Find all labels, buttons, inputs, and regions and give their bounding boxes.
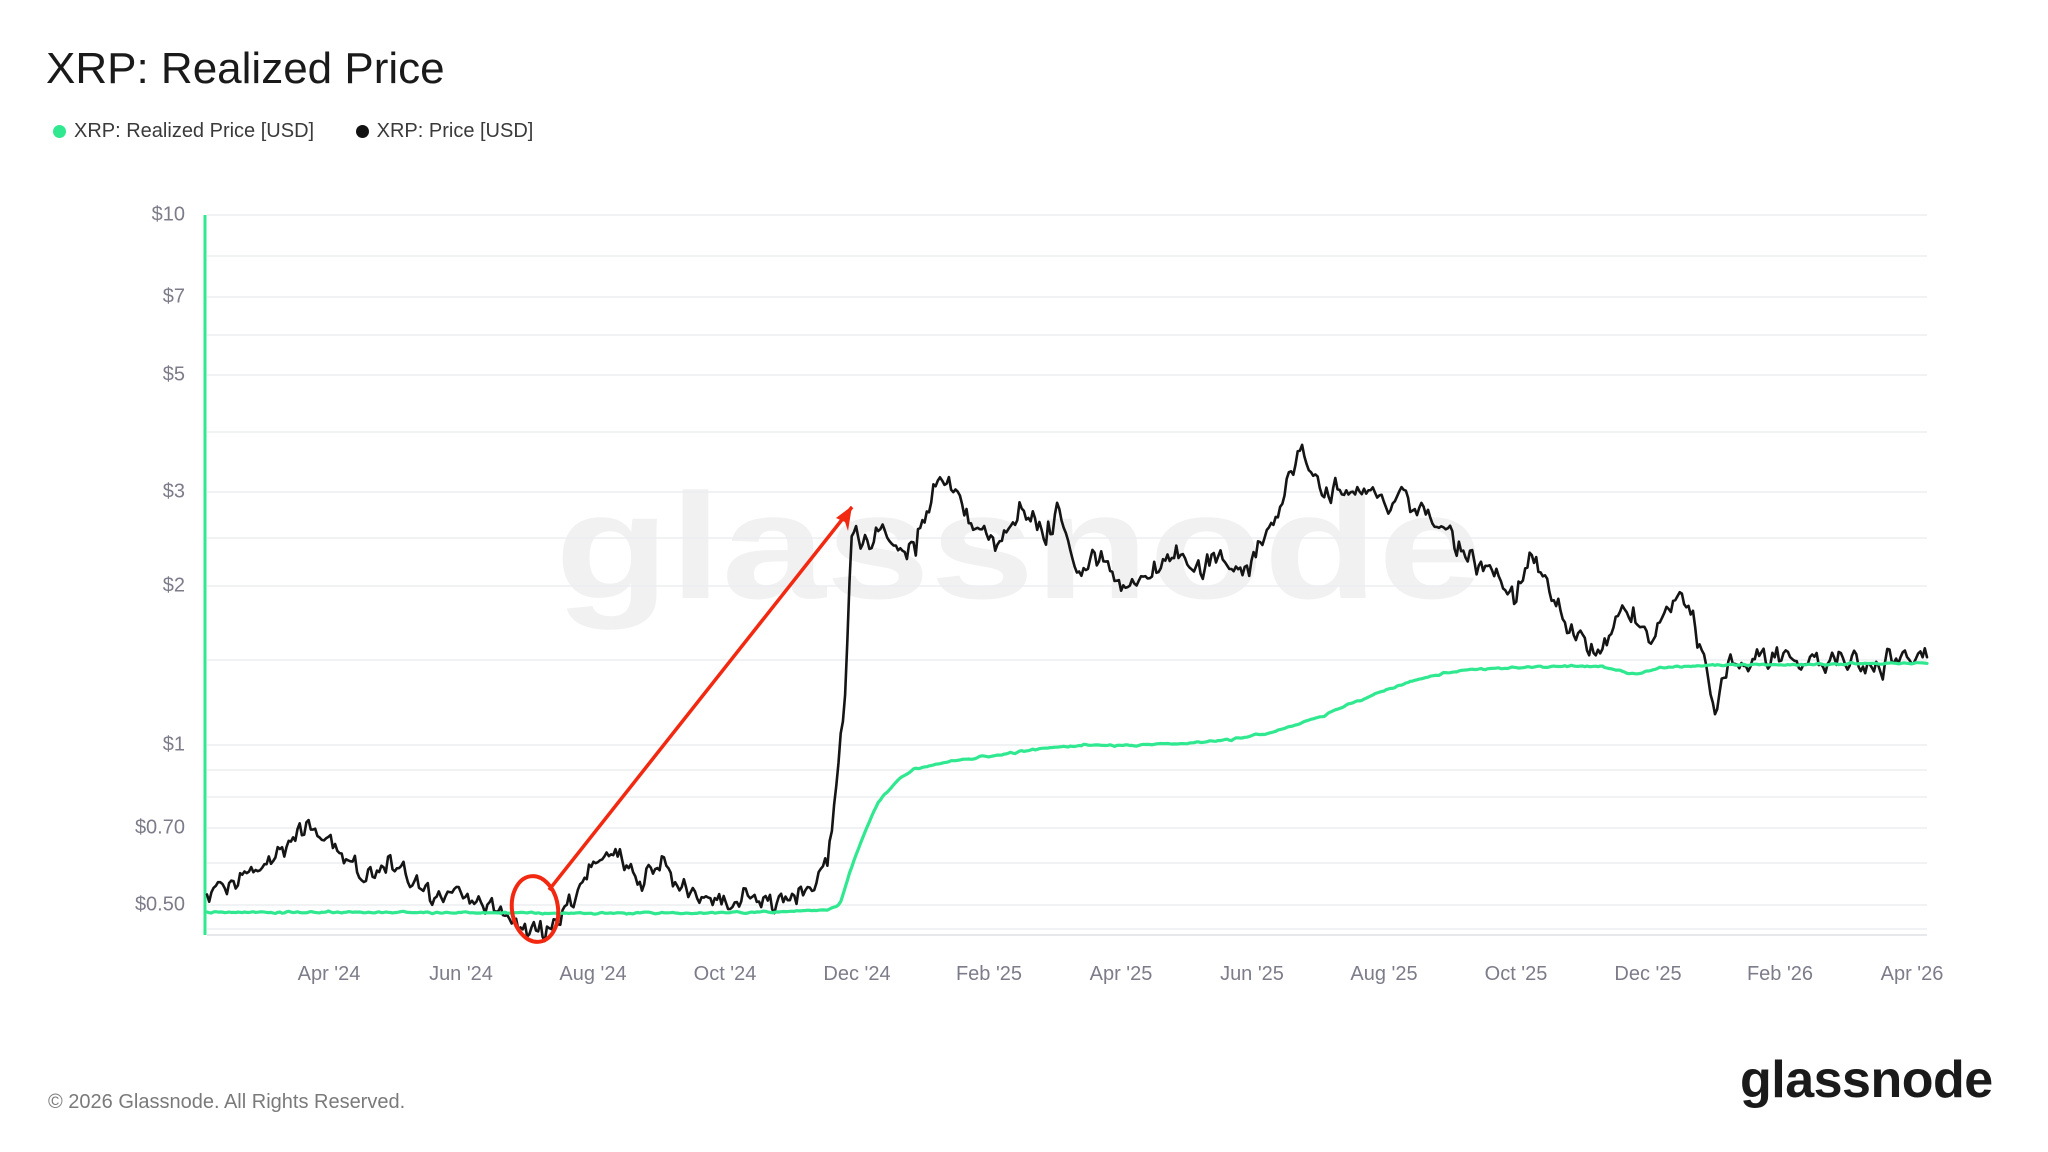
svg-text:glassnode: glassnode [1740, 1053, 1993, 1109]
